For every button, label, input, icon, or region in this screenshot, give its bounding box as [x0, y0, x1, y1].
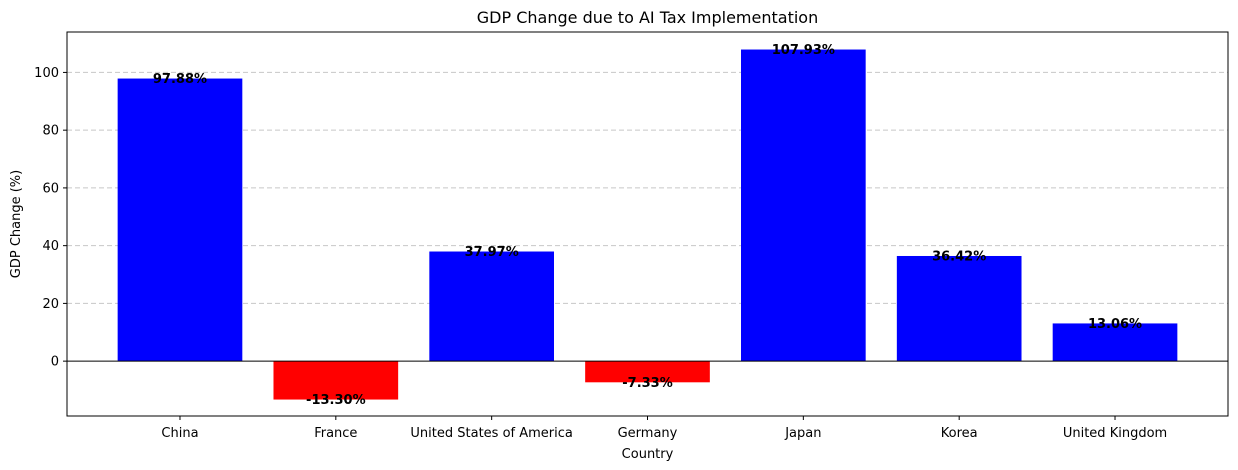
y-tick-label: 40: [42, 239, 59, 254]
data-label: 107.93%: [772, 43, 835, 58]
x-tick-label: United States of America: [410, 426, 572, 441]
bar: [896, 255, 1022, 362]
x-tick-label: Korea: [941, 426, 978, 441]
bar: [585, 361, 710, 383]
data-label: -7.33%: [622, 376, 673, 391]
data-label: 97.88%: [153, 72, 207, 87]
bar: [429, 251, 554, 362]
data-label: -13.30%: [306, 393, 366, 408]
y-tick-label: 80: [42, 124, 59, 139]
y-tick-label: 0: [51, 355, 59, 370]
y-tick-label: 20: [42, 297, 59, 312]
axes: 0 20 40 60 80 100 China France United States of …: [34, 31, 1229, 441]
bar: [117, 78, 243, 362]
bar: [741, 49, 866, 362]
x-tick-label: Japan: [784, 426, 821, 441]
grid-lines: [67, 71, 1228, 304]
y-axis-title: GDP Change (%): [9, 170, 24, 278]
x-tick-label: China: [161, 426, 198, 441]
bars: [117, 49, 1178, 400]
data-label: 37.97%: [465, 245, 519, 260]
y-tick-label: 100: [34, 66, 59, 81]
y-tick-label: 60: [42, 181, 59, 196]
data-label: 36.42%: [932, 249, 986, 264]
bar: [1052, 323, 1178, 362]
chart-title: GDP Change due to AI Tax Implementation: [477, 8, 818, 27]
x-tick-label: Germany: [618, 426, 678, 441]
bar: [273, 361, 399, 400]
data-labels: 97.88% -13.30% 37.97% -7.33% 107.93% 36.42% 13…: [153, 43, 1142, 408]
x-axis-title: Country: [622, 447, 674, 462]
data-label: 13.06%: [1088, 317, 1142, 332]
x-tick-label: France: [314, 426, 357, 441]
plot-frame: [66, 31, 1229, 417]
x-tick-label: United Kingdom: [1063, 426, 1167, 441]
